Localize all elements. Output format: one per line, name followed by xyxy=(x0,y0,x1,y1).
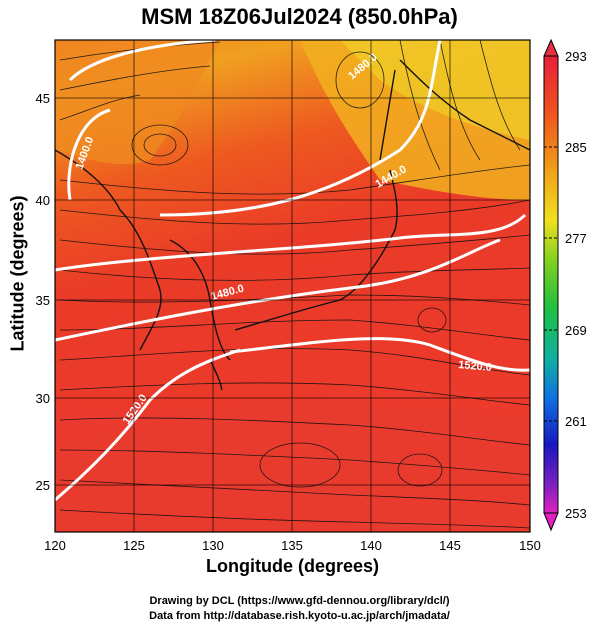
x-axis-ticks: 120 125 130 135 140 145 150 xyxy=(44,538,541,553)
x-tick-label: 140 xyxy=(360,538,382,553)
colorbar-label: 261 xyxy=(565,414,587,429)
colorbar-label: 269 xyxy=(565,323,587,338)
map-frame xyxy=(54,39,531,533)
y-tick-label: 45 xyxy=(36,91,50,106)
colorbar-label: 253 xyxy=(565,506,587,521)
x-tick-label: 120 xyxy=(44,538,66,553)
colorbar-label: 277 xyxy=(565,231,587,246)
colorbar-label: 293 xyxy=(565,49,587,64)
colorbar: 293 285 277 269 261 253 xyxy=(543,38,587,532)
y-axis-label: Latitude (degrees) xyxy=(7,195,28,352)
colorbar-max-arrow xyxy=(543,38,559,57)
contour-label: 1520.0 xyxy=(458,359,493,374)
y-tick-label: 25 xyxy=(36,478,50,493)
geopotential-contours xyxy=(55,40,530,502)
credit-data: Data from http://database.rish.kyoto-u.a… xyxy=(149,610,450,622)
x-tick-label: 125 xyxy=(123,538,145,553)
x-tick-label: 145 xyxy=(439,538,461,553)
x-tick-label: 135 xyxy=(281,538,303,553)
x-axis-label: Longitude (degrees) xyxy=(205,556,379,576)
graticule xyxy=(55,40,530,532)
x-tick-label: 130 xyxy=(202,538,224,553)
temperature-field: 1400.0 1480.0 1440.0 1480.0 1520.0 1520.… xyxy=(55,40,530,532)
credit-drawing: Drawing by DCL (https://www.gfd-dennou.o… xyxy=(149,595,450,607)
y-tick-label: 40 xyxy=(36,193,50,208)
y-axis-ticks: 25 30 35 40 45 xyxy=(36,91,50,493)
colorbar-label: 285 xyxy=(565,140,587,155)
colorbar-min-arrow xyxy=(543,512,559,532)
x-tick-label: 150 xyxy=(519,538,541,553)
map-title: MSM 18Z06Jul2024 (850.0hPa) xyxy=(141,4,458,29)
y-tick-label: 35 xyxy=(36,293,50,308)
y-tick-label: 30 xyxy=(36,391,50,406)
